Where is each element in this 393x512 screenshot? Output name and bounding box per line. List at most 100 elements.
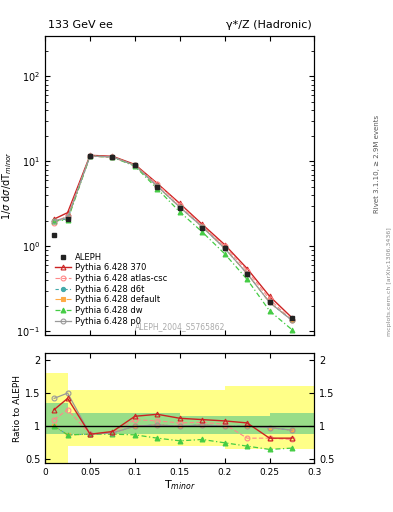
Pythia 6.428 atlas-csc — [52, 220, 57, 226]
Pythia 6.428 370 — [222, 242, 227, 248]
Line: Pythia 6.428 370: Pythia 6.428 370 — [52, 153, 294, 320]
Pythia 6.428 atlas-csc — [200, 223, 205, 229]
Pythia 6.428 p0 — [178, 204, 182, 210]
X-axis label: T$_{minor}$: T$_{minor}$ — [164, 479, 196, 493]
Pythia 6.428 370 — [155, 180, 160, 186]
ALEPH — [132, 162, 137, 168]
Text: ALEPH_2004_S5765862: ALEPH_2004_S5765862 — [135, 323, 225, 331]
Pythia 6.428 atlas-csc — [132, 162, 137, 168]
Pythia 6.428 p0 — [200, 224, 205, 230]
Pythia 6.428 p0 — [88, 153, 92, 159]
ALEPH — [65, 216, 70, 222]
Pythia 6.428 dw — [222, 251, 227, 257]
Pythia 6.428 dw — [155, 186, 160, 192]
Pythia 6.428 d6t — [110, 154, 115, 160]
Pythia 6.428 atlas-csc — [290, 317, 294, 324]
Pythia 6.428 dw — [290, 327, 294, 333]
Pythia 6.428 default — [245, 270, 250, 276]
Y-axis label: Ratio to ALEPH: Ratio to ALEPH — [13, 375, 22, 442]
Pythia 6.428 dw — [52, 218, 57, 224]
Pythia 6.428 d6t — [222, 245, 227, 251]
Pythia 6.428 370 — [267, 293, 272, 299]
Pythia 6.428 p0 — [52, 218, 57, 224]
Pythia 6.428 atlas-csc — [245, 268, 250, 274]
Pythia 6.428 p0 — [222, 245, 227, 251]
Pythia 6.428 atlas-csc — [65, 212, 70, 219]
Pythia 6.428 atlas-csc — [88, 153, 92, 159]
Pythia 6.428 p0 — [110, 154, 115, 160]
Pythia 6.428 default — [178, 204, 182, 210]
Line: Pythia 6.428 d6t: Pythia 6.428 d6t — [52, 154, 294, 323]
ALEPH — [178, 205, 182, 211]
ALEPH — [290, 315, 294, 321]
Pythia 6.428 atlas-csc — [267, 296, 272, 302]
Text: mcplots.cern.ch [arXiv:1306.3436]: mcplots.cern.ch [arXiv:1306.3436] — [387, 227, 391, 336]
Pythia 6.428 default — [222, 245, 227, 251]
Pythia 6.428 atlas-csc — [155, 181, 160, 187]
Pythia 6.428 370 — [290, 315, 294, 321]
Pythia 6.428 default — [132, 162, 137, 168]
Pythia 6.428 default — [155, 183, 160, 189]
Line: ALEPH: ALEPH — [52, 154, 294, 320]
Pythia 6.428 p0 — [267, 300, 272, 306]
ALEPH — [222, 245, 227, 251]
Pythia 6.428 default — [200, 224, 205, 230]
Pythia 6.428 d6t — [178, 204, 182, 210]
Pythia 6.428 370 — [132, 161, 137, 167]
Pythia 6.428 default — [290, 317, 294, 324]
Pythia 6.428 370 — [65, 209, 70, 216]
Pythia 6.428 d6t — [88, 153, 92, 159]
Y-axis label: 1/$\sigma$ d$\sigma$/dT$_{minor}$: 1/$\sigma$ d$\sigma$/dT$_{minor}$ — [0, 151, 14, 220]
ALEPH — [110, 154, 115, 160]
ALEPH — [245, 270, 250, 276]
Pythia 6.428 370 — [52, 216, 57, 222]
Pythia 6.428 p0 — [290, 317, 294, 324]
Pythia 6.428 atlas-csc — [178, 202, 182, 208]
Pythia 6.428 p0 — [65, 214, 70, 220]
Legend: ALEPH, Pythia 6.428 370, Pythia 6.428 atlas-csc, Pythia 6.428 d6t, Pythia 6.428 : ALEPH, Pythia 6.428 370, Pythia 6.428 at… — [52, 250, 170, 328]
Pythia 6.428 p0 — [155, 183, 160, 189]
ALEPH — [267, 300, 272, 306]
Pythia 6.428 d6t — [52, 218, 57, 224]
Text: γ*/Z (Hadronic): γ*/Z (Hadronic) — [226, 20, 312, 30]
Pythia 6.428 d6t — [65, 216, 70, 222]
Pythia 6.428 dw — [178, 209, 182, 215]
Pythia 6.428 370 — [245, 265, 250, 271]
Line: Pythia 6.428 default: Pythia 6.428 default — [52, 154, 294, 323]
Pythia 6.428 370 — [88, 152, 92, 158]
Pythia 6.428 default — [88, 153, 92, 159]
ALEPH — [200, 225, 205, 231]
Pythia 6.428 dw — [88, 153, 92, 159]
Pythia 6.428 dw — [200, 229, 205, 235]
ALEPH — [155, 184, 160, 190]
Pythia 6.428 default — [65, 216, 70, 222]
Pythia 6.428 dw — [267, 308, 272, 314]
Pythia 6.428 p0 — [132, 162, 137, 168]
ALEPH — [52, 232, 57, 239]
Pythia 6.428 d6t — [200, 224, 205, 230]
Pythia 6.428 d6t — [132, 162, 137, 168]
Pythia 6.428 370 — [200, 221, 205, 227]
ALEPH — [88, 153, 92, 159]
Pythia 6.428 atlas-csc — [222, 243, 227, 249]
Pythia 6.428 d6t — [245, 270, 250, 276]
Pythia 6.428 d6t — [290, 317, 294, 324]
Pythia 6.428 default — [110, 154, 115, 160]
Line: Pythia 6.428 atlas-csc: Pythia 6.428 atlas-csc — [52, 154, 294, 323]
Pythia 6.428 370 — [178, 200, 182, 206]
Pythia 6.428 d6t — [267, 300, 272, 306]
Pythia 6.428 dw — [110, 154, 115, 160]
Pythia 6.428 d6t — [155, 183, 160, 189]
Pythia 6.428 default — [267, 300, 272, 306]
Text: Rivet 3.1.10, ≥ 2.9M events: Rivet 3.1.10, ≥ 2.9M events — [374, 115, 380, 213]
Pythia 6.428 default — [52, 218, 57, 224]
Pythia 6.428 atlas-csc — [110, 154, 115, 160]
Line: Pythia 6.428 p0: Pythia 6.428 p0 — [52, 154, 294, 323]
Line: Pythia 6.428 dw: Pythia 6.428 dw — [52, 154, 294, 332]
Pythia 6.428 dw — [132, 163, 137, 169]
Pythia 6.428 dw — [65, 217, 70, 223]
Pythia 6.428 370 — [110, 153, 115, 159]
Pythia 6.428 p0 — [245, 270, 250, 276]
Pythia 6.428 dw — [245, 276, 250, 283]
Text: 133 GeV ee: 133 GeV ee — [48, 20, 113, 30]
